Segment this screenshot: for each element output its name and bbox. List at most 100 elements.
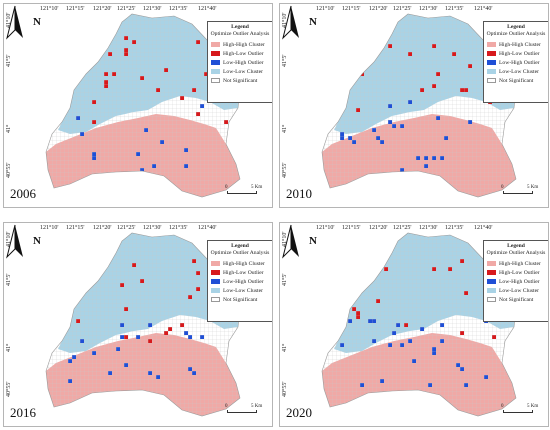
- longitude-tick-label: 121°30': [419, 225, 438, 231]
- legend-swatch: [487, 288, 496, 293]
- latitude-tick-label: 41°: [282, 343, 288, 352]
- legend-item: Low-Low Cluster: [484, 67, 548, 76]
- map-panel-2006: 121°10' 121°15' 121°20' 121°25' 121°30' 121°3…: [3, 3, 273, 208]
- legend-title: Legend: [231, 243, 249, 249]
- longitude-tick-label: 121°25': [117, 6, 136, 12]
- longitude-tick-label: 121°15': [66, 6, 85, 12]
- scale-start-label: 0: [501, 404, 504, 409]
- legend-label: Low-High Outlier: [499, 59, 540, 66]
- latitude-tick-label: 40°55': [282, 381, 288, 397]
- north-label: N: [309, 16, 317, 28]
- legend: Legend Optimize Outlier Analysis High-High…: [483, 21, 548, 103]
- longitude-tick-label: 121°30': [419, 6, 438, 12]
- legend-item: Low-High Outlier: [484, 58, 548, 67]
- legend-label: Not Significant: [499, 296, 534, 303]
- longitude-tick-label: 121°15': [342, 225, 361, 231]
- legend-label: Not Significant: [223, 77, 258, 84]
- map-canvas: [45, 232, 241, 417]
- north-arrow-icon: [6, 5, 23, 40]
- legend-label: High-Low Outlier: [223, 269, 264, 276]
- latitude-tick-label: 41°: [6, 124, 12, 133]
- longitude-tick-label: 121°15': [66, 225, 85, 231]
- scale-bar-line: [227, 191, 257, 194]
- legend: Legend Optimize Outlier Analysis High-High…: [207, 240, 272, 322]
- map-canvas: [321, 13, 517, 198]
- legend-title: Legend: [231, 24, 249, 30]
- scale-end-label: 5 Km: [527, 404, 539, 409]
- legend-label: Not Significant: [499, 77, 534, 84]
- longitude-tick-label: 121°35': [169, 6, 188, 12]
- longitude-tick-label: 121°40': [198, 225, 217, 231]
- map-panel-2010: 121°10' 121°15' 121°20' 121°25' 121°30' 121°3…: [279, 3, 549, 208]
- latitude-tick-label: 41°: [6, 343, 12, 352]
- scale-start-label: 0: [225, 404, 228, 409]
- legend-swatch: [211, 261, 220, 266]
- legend-subtitle: Optimize Outlier Analysis: [210, 31, 270, 37]
- legend-item: Not Significant: [484, 76, 548, 85]
- legend-label: High-High Cluster: [223, 260, 265, 267]
- legend-item: High-High Cluster: [208, 40, 272, 49]
- longitude-tick-label: 121°10': [40, 6, 59, 12]
- legend-item: Not Significant: [208, 295, 272, 304]
- year-label: 2010: [286, 186, 312, 201]
- legend-item: High-High Cluster: [484, 259, 548, 268]
- legend-label: High-High Cluster: [223, 41, 265, 48]
- legend-subtitle: Optimize Outlier Analysis: [486, 250, 546, 256]
- year-label: 2020: [286, 405, 312, 420]
- legend-label: High-High Cluster: [499, 41, 541, 48]
- scale-end-label: 5 Km: [251, 404, 263, 409]
- legend-label: Low-Low Cluster: [223, 287, 263, 294]
- legend-label: High-Low Outlier: [499, 269, 540, 276]
- north-label: N: [33, 16, 41, 28]
- longitude-tick-label: 121°15': [342, 6, 361, 12]
- legend-item: High-Low Outlier: [208, 49, 272, 58]
- legend-label: Low-High Outlier: [499, 278, 540, 285]
- map-panel-2016: 121°10' 121°15' 121°20' 121°25' 121°30' 121°3…: [3, 222, 273, 427]
- legend-label: High-High Cluster: [499, 260, 541, 267]
- legend-swatch: [211, 270, 220, 275]
- legend-swatch: [211, 60, 220, 65]
- longitude-tick-label: 121°20': [369, 6, 388, 12]
- legend-item: Low-High Outlier: [484, 277, 548, 286]
- north-arrow-icon: [6, 224, 23, 259]
- longitude-tick-label: 121°40': [198, 6, 217, 12]
- latitude-tick-label: 41°5': [282, 54, 288, 67]
- longitude-tick-label: 121°40': [474, 225, 493, 231]
- legend-swatch: [487, 78, 496, 83]
- legend-swatch: [211, 69, 220, 74]
- legend-item: High-High Cluster: [484, 40, 548, 49]
- legend-swatch: [487, 69, 496, 74]
- longitude-tick-label: 121°10': [40, 225, 59, 231]
- year-label: 2016: [10, 405, 36, 420]
- legend: Legend Optimize Outlier Analysis High-High…: [207, 21, 272, 103]
- legend-label: Low-High Outlier: [223, 278, 264, 285]
- longitude-tick-label: 121°20': [369, 225, 388, 231]
- longitude-tick-label: 121°25': [393, 225, 412, 231]
- legend-label: Low-High Outlier: [223, 59, 264, 66]
- scale-start-label: 0: [225, 185, 228, 190]
- legend-item: High-High Cluster: [208, 259, 272, 268]
- legend-subtitle: Optimize Outlier Analysis: [210, 250, 270, 256]
- longitude-tick-label: 121°25': [393, 6, 412, 12]
- longitude-tick-label: 121°10': [316, 225, 335, 231]
- longitude-tick-label: 121°30': [143, 225, 162, 231]
- legend-label: High-Low Outlier: [223, 50, 264, 57]
- scale-bar-line: [503, 191, 533, 194]
- legend-item: High-Low Outlier: [484, 268, 548, 277]
- legend-swatch: [487, 297, 496, 302]
- legend-swatch: [487, 261, 496, 266]
- latitude-tick-label: 41°5': [282, 273, 288, 286]
- legend-title: Legend: [507, 24, 525, 30]
- latitude-tick-label: 40°55': [282, 162, 288, 178]
- scale-end-label: 5 Km: [251, 185, 263, 190]
- legend-swatch: [211, 78, 220, 83]
- legend-item: Not Significant: [208, 76, 272, 85]
- legend-label: Not Significant: [223, 296, 258, 303]
- north-label: N: [33, 235, 41, 247]
- legend-subtitle: Optimize Outlier Analysis: [486, 31, 546, 37]
- legend-item: Low-Low Cluster: [208, 67, 272, 76]
- longitude-tick-label: 121°30': [143, 6, 162, 12]
- longitude-tick-label: 121°20': [93, 225, 112, 231]
- longitude-tick-label: 121°25': [117, 225, 136, 231]
- scale-end-label: 5 Km: [527, 185, 539, 190]
